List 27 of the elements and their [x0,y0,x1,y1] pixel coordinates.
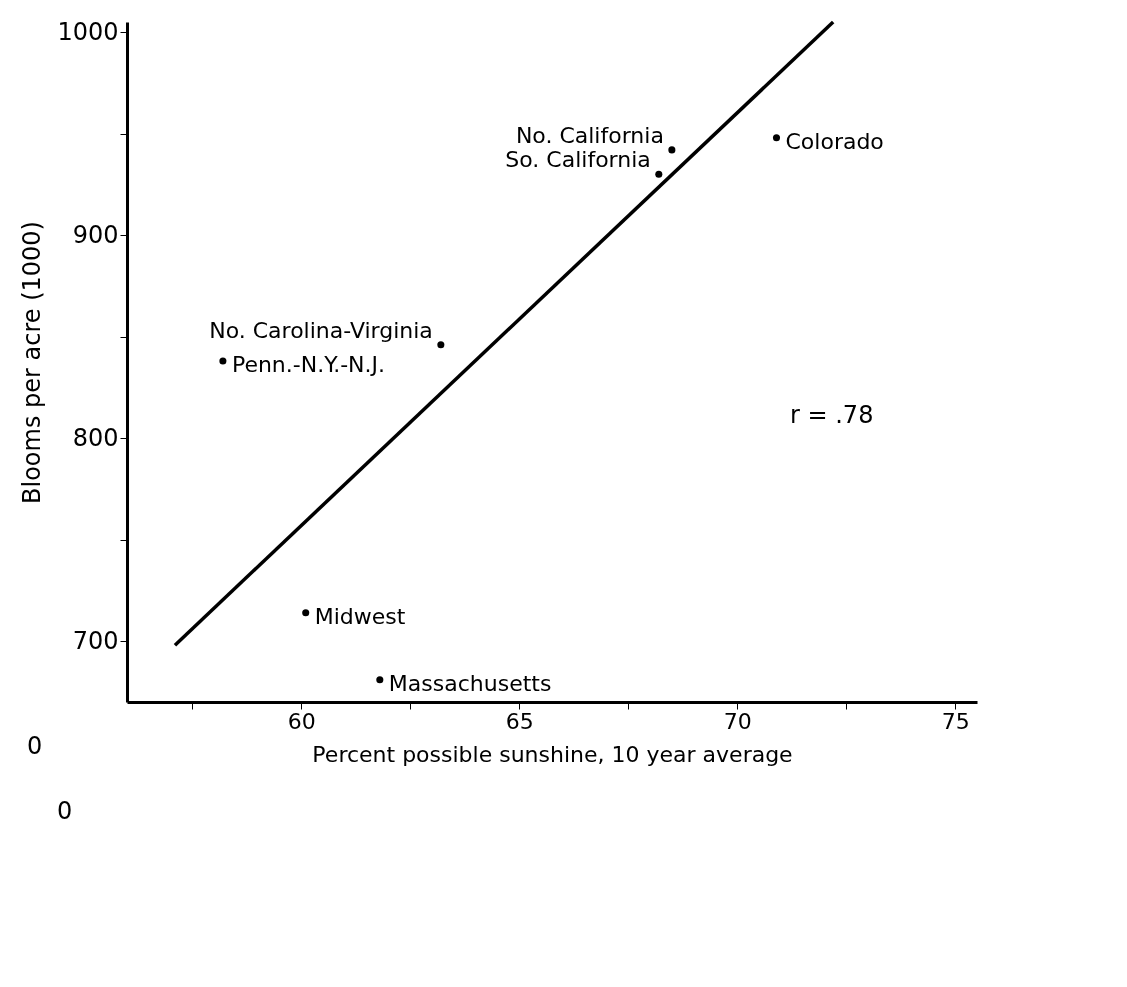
text: 0 [27,732,43,760]
x-tick-label: 65 [505,708,534,734]
y-axis-title: Blooms per acre (1000) [18,221,47,504]
y-tick-label: 900 [72,220,119,249]
point [772,134,781,142]
y-tick-label: 700 [72,626,119,655]
annotation: r = .78 [790,401,874,430]
annotation: Colorado [785,128,884,154]
text: 0 [57,797,73,825]
point [302,609,310,617]
point [655,170,663,178]
annotation: No. Carolina-Virginia [209,317,433,343]
point [219,357,227,365]
annotation: Midwest [314,603,406,629]
point [437,341,445,349]
annotation: No. California [515,122,664,148]
annotation: So. California [505,147,651,173]
x-tick-label: 60 [287,708,316,734]
y-tick-label: 800 [72,423,119,452]
annotation: Massachusetts [388,670,552,696]
annotation: Penn.-N.Y.-N.J. [231,351,386,377]
point [376,676,384,684]
x-axis-title: Percent possible sunshine, 10 year average [312,741,793,767]
x-tick-label: 75 [941,708,970,734]
point [668,146,676,154]
y-tick-label: 1000 [57,17,119,46]
x-tick-label: 70 [723,708,752,734]
